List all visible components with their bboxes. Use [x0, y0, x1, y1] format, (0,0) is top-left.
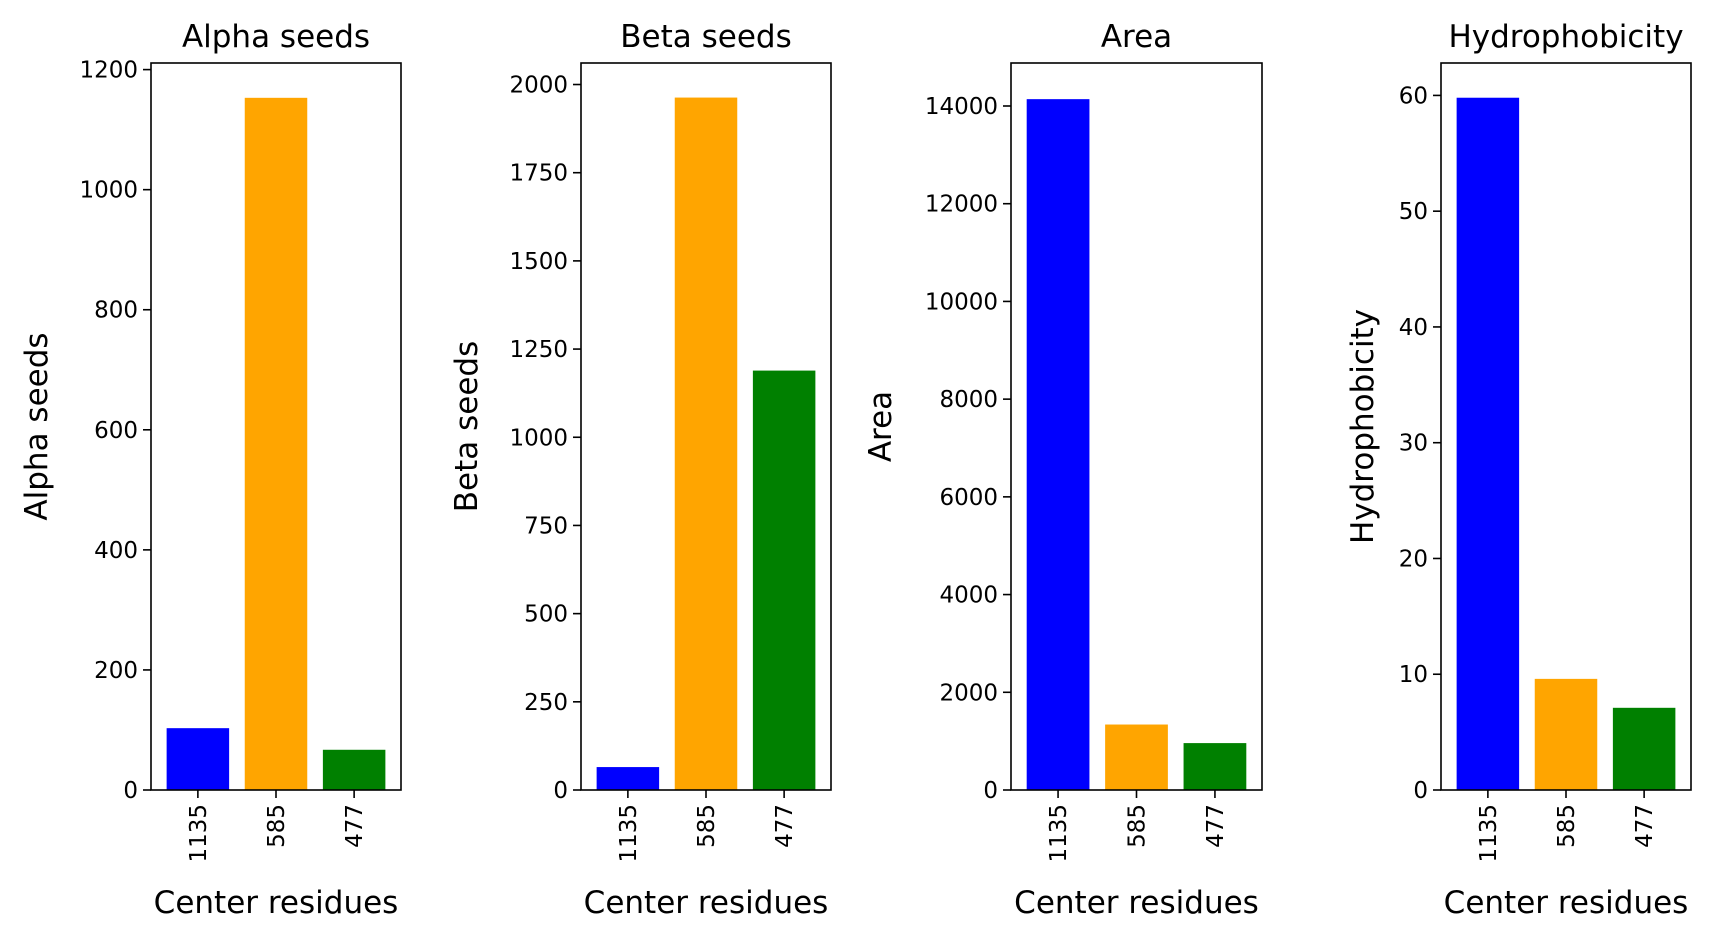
x-tick-label: 585	[264, 804, 290, 848]
bar-1135	[1026, 99, 1090, 790]
y-tick-label: 2000	[509, 73, 568, 99]
bar-477	[322, 749, 386, 790]
bar-477	[752, 370, 816, 790]
panel-title: Alpha seeds	[182, 19, 370, 55]
y-tick-label: 0	[983, 778, 998, 804]
x-tick-label: 477	[342, 804, 368, 848]
y-tick-label: 1000	[509, 425, 568, 451]
y-tick-label: 0	[123, 778, 138, 804]
bar-477	[1612, 707, 1676, 790]
y-axis-label: Hydrophobicity	[1345, 309, 1381, 544]
y-axis-label: Alpha seeds	[19, 332, 55, 520]
x-tick-label: 1135	[616, 804, 642, 863]
bar-585	[244, 97, 308, 790]
x-tick-label: 477	[1203, 804, 1229, 848]
bar-477	[1183, 743, 1247, 790]
chart-panel-1: 0 200 400 600 800 1000 1200 1135 585 477 Alpha see…	[19, 19, 402, 921]
y-axis-label: Area	[863, 391, 899, 462]
y-tick-label: 1250	[509, 337, 568, 363]
x-axis-label: Center residues	[154, 885, 399, 921]
bar-585	[1105, 724, 1168, 790]
y-tick-label: 12000	[925, 192, 998, 218]
y-tick-label: 40	[1399, 315, 1428, 341]
y-tick-label: 14000	[925, 94, 998, 120]
x-tick-label: 585	[694, 804, 720, 848]
y-tick-label: 0	[1413, 778, 1428, 804]
y-tick-label: 500	[524, 602, 568, 628]
y-tick-label: 250	[524, 690, 568, 716]
y-tick-label: 1500	[509, 249, 568, 275]
bar-1135	[596, 767, 660, 790]
panel-title: Hydrophobicity	[1448, 19, 1683, 55]
y-tick-label: 8000	[939, 387, 998, 413]
y-tick-label: 6000	[939, 485, 998, 511]
y-tick-label: 60	[1399, 83, 1428, 109]
x-tick-label: 477	[1632, 804, 1658, 848]
chart-panel-4: 0 10 20 30 40 50 60 1135 585 477 Hydrophobicity Cen…	[1345, 19, 1692, 921]
x-axis-label: Center residues	[1444, 885, 1689, 921]
x-tick-label: 585	[1125, 804, 1151, 848]
x-axis-label: Center residues	[1014, 885, 1259, 921]
chart-panel-2: 0 250 500 750 1000 1250 1500 1750 2000 1135 585 477…	[449, 19, 832, 921]
y-tick-label: 600	[94, 418, 138, 444]
y-tick-label: 30	[1399, 431, 1428, 457]
y-tick-label: 20	[1399, 546, 1428, 572]
x-tick-label: 1135	[1476, 804, 1502, 863]
y-axis-label: Beta seeds	[449, 341, 485, 512]
y-tick-label: 750	[524, 513, 568, 539]
bar-585	[674, 97, 738, 790]
y-tick-label: 2000	[939, 680, 998, 706]
bar-585	[1534, 678, 1598, 790]
x-tick-label: 585	[1554, 804, 1580, 848]
y-tick-label: 50	[1399, 199, 1428, 225]
panel-title: Beta seeds	[620, 19, 791, 55]
y-tick-label: 1000	[79, 178, 138, 204]
y-tick-label: 10000	[925, 289, 998, 315]
y-tick-label: 10	[1399, 662, 1428, 688]
x-tick-label: 1135	[1046, 804, 1072, 863]
bar-1135	[1456, 97, 1520, 791]
x-tick-label: 1135	[186, 804, 212, 863]
y-tick-label: 0	[553, 778, 568, 804]
y-tick-label: 4000	[939, 583, 998, 609]
chart-panel-3: 0 2000 4000 6000 8000 10000 12000 14000 1135 585 4…	[863, 19, 1263, 921]
bar-1135	[166, 728, 230, 790]
x-tick-label: 477	[772, 804, 798, 848]
y-tick-label: 400	[94, 538, 138, 564]
x-axis-label: Center residues	[584, 885, 829, 921]
y-tick-label: 1200	[79, 58, 138, 84]
y-tick-label: 200	[94, 658, 138, 684]
panel-title: Area	[1101, 19, 1172, 55]
y-tick-label: 800	[94, 298, 138, 324]
y-tick-label: 1750	[509, 161, 568, 187]
